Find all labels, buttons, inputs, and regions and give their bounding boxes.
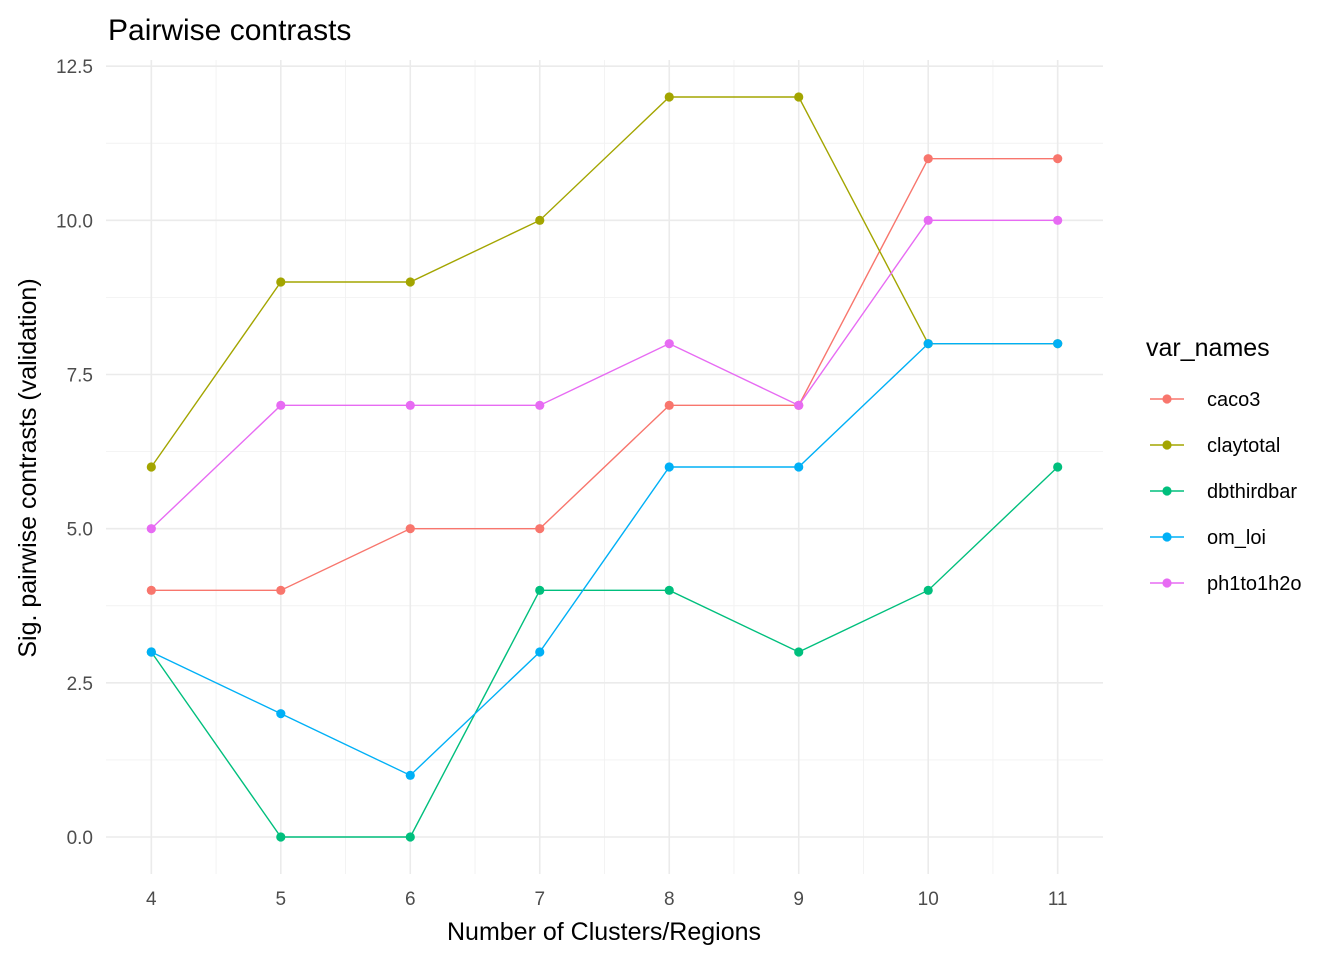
data-point-om_loi [664,462,674,472]
legend-key-point [1162,440,1172,450]
legend-key-point [1162,486,1172,496]
data-point-claytotal [794,92,804,102]
y-tick-label: 7.5 [67,366,93,387]
data-point-ph1to1h2o [1053,215,1063,225]
data-point-om_loi [1053,339,1063,349]
data-point-dbthirdbar [1053,462,1063,472]
legend-label: om_loi [1207,527,1266,549]
data-point-dbthirdbar [535,585,545,595]
data-point-claytotal [535,215,545,225]
series-line-ph1to1h2o [150,219,1058,530]
data-point-claytotal [664,92,674,102]
x-tick-label: 6 [405,889,416,910]
series-line-claytotal [150,96,1058,468]
legend-item-claytotal: claytotal [1150,435,1280,457]
y-tick-label: 12.5 [56,57,93,78]
data-point-ph1to1h2o [535,400,545,410]
data-point-om_loi [276,709,286,719]
x-tick-label: 5 [276,889,287,910]
legend-title: var_names [1146,334,1270,362]
data-point-dbthirdbar [664,585,674,595]
data-point-om_loi [405,770,415,780]
data-point-claytotal [146,462,156,472]
series-line-dbthirdbar [150,466,1059,838]
y-axis-title: Sig. pairwise contrasts (validation) [14,278,42,657]
legend: var_names caco3 claytotal dbthirdbar om_loi… [1146,334,1302,595]
data-point-claytotal [405,277,415,287]
legend-key-point [1162,578,1172,588]
data-point-ph1to1h2o [405,400,415,410]
series-lines [150,96,1059,838]
data-point-caco3 [1053,154,1063,164]
data-point-caco3 [535,524,545,534]
data-point-claytotal [276,277,286,287]
legend-label: caco3 [1207,389,1260,411]
data-point-dbthirdbar [276,832,286,842]
data-point-caco3 [405,524,415,534]
legend-label: claytotal [1207,435,1280,457]
x-tick-label: 4 [146,889,157,910]
data-point-dbthirdbar [794,647,804,657]
x-axis-tick-labels: 4 5 6 7 8 9 10 11 [146,889,1068,910]
data-point-ph1to1h2o [923,215,933,225]
chart-title: Pairwise contrasts [108,14,351,47]
data-point-caco3 [923,154,933,164]
data-point-om_loi [535,647,545,657]
legend-key-point [1162,394,1172,404]
data-point-ph1to1h2o [664,339,674,349]
x-axis-title: Number of Clusters/Regions [447,918,761,946]
series-line-caco3 [151,157,1058,592]
data-point-dbthirdbar [923,585,933,595]
x-tick-label: 7 [534,889,545,910]
series-points [146,92,1063,842]
legend-label: ph1to1h2o [1207,573,1302,595]
legend-label: dbthirdbar [1207,481,1297,503]
x-tick-label: 11 [1048,889,1068,910]
x-tick-label: 10 [918,889,939,910]
y-tick-label: 2.5 [67,674,93,695]
data-point-caco3 [664,400,674,410]
data-point-caco3 [146,585,156,595]
legend-items: caco3 claytotal dbthirdbar om_loi ph1to1h2o [1150,389,1302,595]
data-point-ph1to1h2o [794,400,804,410]
x-tick-label: 9 [793,889,804,910]
data-point-om_loi [794,462,804,472]
series-line-om_loi [151,342,1058,777]
y-tick-label: 5.0 [67,520,93,541]
data-point-om_loi [923,339,933,349]
y-tick-label: 0.0 [67,828,93,849]
data-point-ph1to1h2o [146,524,156,534]
data-point-ph1to1h2o [276,400,286,410]
y-axis-tick-labels: 0.0 2.5 5.0 7.5 10.0 12.5 [56,57,93,849]
x-tick-label: 8 [664,889,675,910]
legend-item-om_loi: om_loi [1150,527,1266,549]
legend-key-point [1162,532,1172,542]
data-point-om_loi [146,647,156,657]
data-point-caco3 [276,585,286,595]
legend-item-ph1to1h2o: ph1to1h2o [1150,573,1302,595]
data-point-dbthirdbar [405,832,415,842]
y-tick-label: 10.0 [56,211,93,232]
legend-item-caco3: caco3 [1150,389,1260,411]
legend-item-dbthirdbar: dbthirdbar [1150,481,1297,503]
